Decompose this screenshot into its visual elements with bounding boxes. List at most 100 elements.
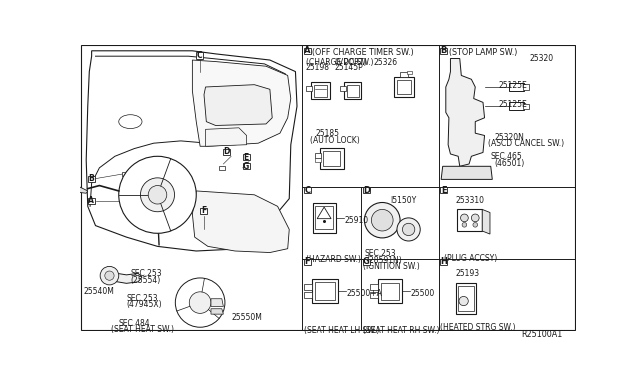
Text: I5150Y: I5150Y [390,196,416,205]
Text: (25554): (25554) [131,276,161,285]
Circle shape [397,218,420,241]
Polygon shape [86,51,297,251]
Bar [381,283,399,299]
Circle shape [403,223,415,235]
Text: R25100A1: R25100A1 [522,330,563,339]
Text: (SEAT HEAT LH SW.): (SEAT HEAT LH SW.) [304,326,380,335]
Bar [88,176,95,182]
Bar [522,84,529,90]
Bar [509,102,524,110]
Ellipse shape [119,115,142,129]
Text: 25125E: 25125E [499,100,527,109]
Text: G: G [363,257,370,266]
Text: F: F [305,257,310,266]
Bar [154,198,161,203]
Circle shape [100,266,119,285]
Text: (OFF CHARGE TIMER SW.): (OFF CHARGE TIMER SW.) [312,48,414,57]
Text: 25320: 25320 [529,54,554,63]
Text: A: A [88,196,94,205]
Bar [219,166,225,170]
Text: SEC.253: SEC.253 [131,269,162,279]
Text: (47945X): (47945X) [127,300,162,309]
Circle shape [462,222,467,227]
Circle shape [364,202,400,238]
Text: C: C [305,186,310,195]
Text: (46501): (46501) [495,158,525,168]
Text: H: H [440,257,447,266]
Text: (28591N): (28591N) [366,256,402,264]
Text: 25910: 25910 [344,216,369,225]
Text: (PLUG ACCSY): (PLUG ACCSY) [444,254,497,263]
Text: 25550M: 25550M [231,313,262,323]
Bar [304,284,312,290]
Bar [440,259,447,265]
Text: 25145P: 25145P [335,63,364,72]
Text: SEC.253: SEC.253 [364,250,396,259]
Bar [400,73,408,77]
Text: (CHARGE PORT): (CHARGE PORT) [305,58,366,67]
Bar [370,284,378,290]
Bar [122,172,128,176]
Bar [312,279,338,303]
Text: G: G [243,162,250,171]
Circle shape [189,292,211,313]
Text: A: A [304,46,310,55]
Text: E: E [244,153,249,161]
Bar [88,198,95,204]
Text: 25198: 25198 [305,63,330,72]
Bar [458,209,482,231]
Bar [243,154,250,160]
Text: E: E [441,186,447,195]
Circle shape [461,214,468,222]
Text: SEC.253: SEC.253 [127,294,158,303]
Bar [458,286,474,311]
Bar [314,85,327,97]
Bar [315,206,333,230]
Circle shape [472,214,479,222]
Text: (VDC SW.): (VDC SW.) [335,58,374,67]
Text: (ASCD CANCEL SW.): (ASCD CANCEL SW.) [488,140,564,148]
Bar [440,187,447,193]
Bar [522,103,529,109]
Bar [397,80,412,94]
Circle shape [459,296,468,306]
Text: 25125E: 25125E [499,81,527,90]
Polygon shape [193,60,291,146]
Text: D: D [223,147,230,156]
Bar [407,71,412,74]
Text: (IGNITION SW.): (IGNITION SW.) [363,262,420,271]
Polygon shape [211,309,223,314]
Bar [509,83,524,91]
Text: 25185: 25185 [316,129,340,138]
Text: 25320N: 25320N [495,133,525,142]
Bar [243,163,250,169]
Text: F: F [201,206,206,215]
Text: D: D [363,186,370,195]
Bar [440,48,447,54]
Text: B: B [88,174,94,183]
Polygon shape [441,166,492,179]
Text: (HAZARD SW.): (HAZARD SW.) [305,255,360,264]
Polygon shape [205,128,246,146]
Circle shape [119,156,196,233]
Text: (SEAT HEAT RH SW.): (SEAT HEAT RH SW.) [363,326,440,335]
Circle shape [148,186,167,204]
Bar [304,48,311,54]
Bar [312,203,336,232]
Polygon shape [204,85,272,125]
Bar [304,259,311,265]
Bar [196,52,204,58]
Text: 25500: 25500 [411,289,435,298]
Text: (SEAT HEAT SW.): (SEAT HEAT SW.) [111,325,174,334]
Text: SEC.465: SEC.465 [491,153,522,161]
Bar [305,86,312,91]
Circle shape [175,278,225,327]
Text: C: C [197,51,202,60]
Text: (AUTO LOCK): (AUTO LOCK) [310,135,360,144]
Polygon shape [446,58,484,166]
Text: 25540M: 25540M [84,287,115,296]
Bar [200,208,207,214]
Text: (HEATED STRG SW.): (HEATED STRG SW.) [440,323,516,332]
Text: (STOP LAMP SW.): (STOP LAMP SW.) [449,48,517,57]
Bar [315,158,321,162]
